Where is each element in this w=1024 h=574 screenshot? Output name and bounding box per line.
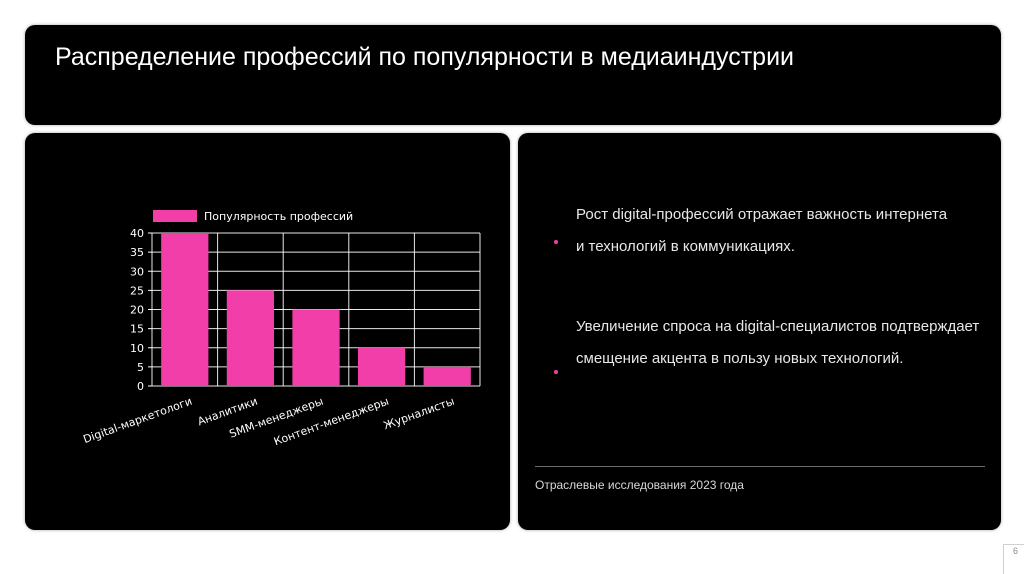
legend-label: Популярность профессий (204, 210, 353, 223)
y-tick-label: 5 (137, 361, 144, 374)
title-panel: Распределение профессий по популярности … (25, 25, 1001, 125)
bar-3 (292, 309, 340, 386)
slide-title: Распределение профессий по популярности … (55, 43, 795, 71)
x-tick-label: Digital-маркетологи (81, 395, 193, 447)
chart-panel: 0 5 10 15 20 25 30 35 40 Digital-маркетологи Анали… (25, 133, 510, 530)
y-tick-label: 35 (130, 246, 144, 259)
bullet-dot-2 (554, 370, 558, 374)
divider (535, 466, 985, 467)
page-number: 6 (1012, 546, 1018, 556)
y-tick-label: 10 (130, 342, 144, 355)
bar-1 (161, 233, 209, 386)
bullet-text-2: Увеличение спроса на digital-специалисто… (576, 318, 980, 367)
bar-5 (423, 366, 471, 386)
bullet-text-1: Рост digital-профессий отражает важность… (576, 206, 948, 255)
bullet-dot-1 (554, 240, 558, 244)
bar-2 (226, 290, 275, 386)
bar-4 (357, 347, 406, 386)
x-tick-label: Контент-менеджеры (272, 395, 391, 449)
corner-line (1003, 544, 1024, 545)
legend-swatch (153, 210, 197, 222)
y-tick-label: 0 (137, 380, 144, 393)
y-tick-label: 15 (130, 323, 144, 336)
source-note: Отраслевые исследования 2023 года (535, 478, 744, 492)
y-tick-label: 25 (130, 284, 144, 297)
y-tick-label: 30 (130, 265, 144, 278)
y-tick-label: 20 (130, 304, 144, 317)
y-tick-label: 40 (130, 227, 144, 240)
corner-line (1003, 544, 1004, 574)
x-tick-label: Журналисты (382, 395, 457, 433)
text-panel: Рост digital-профессий отражает важность… (518, 133, 1001, 530)
